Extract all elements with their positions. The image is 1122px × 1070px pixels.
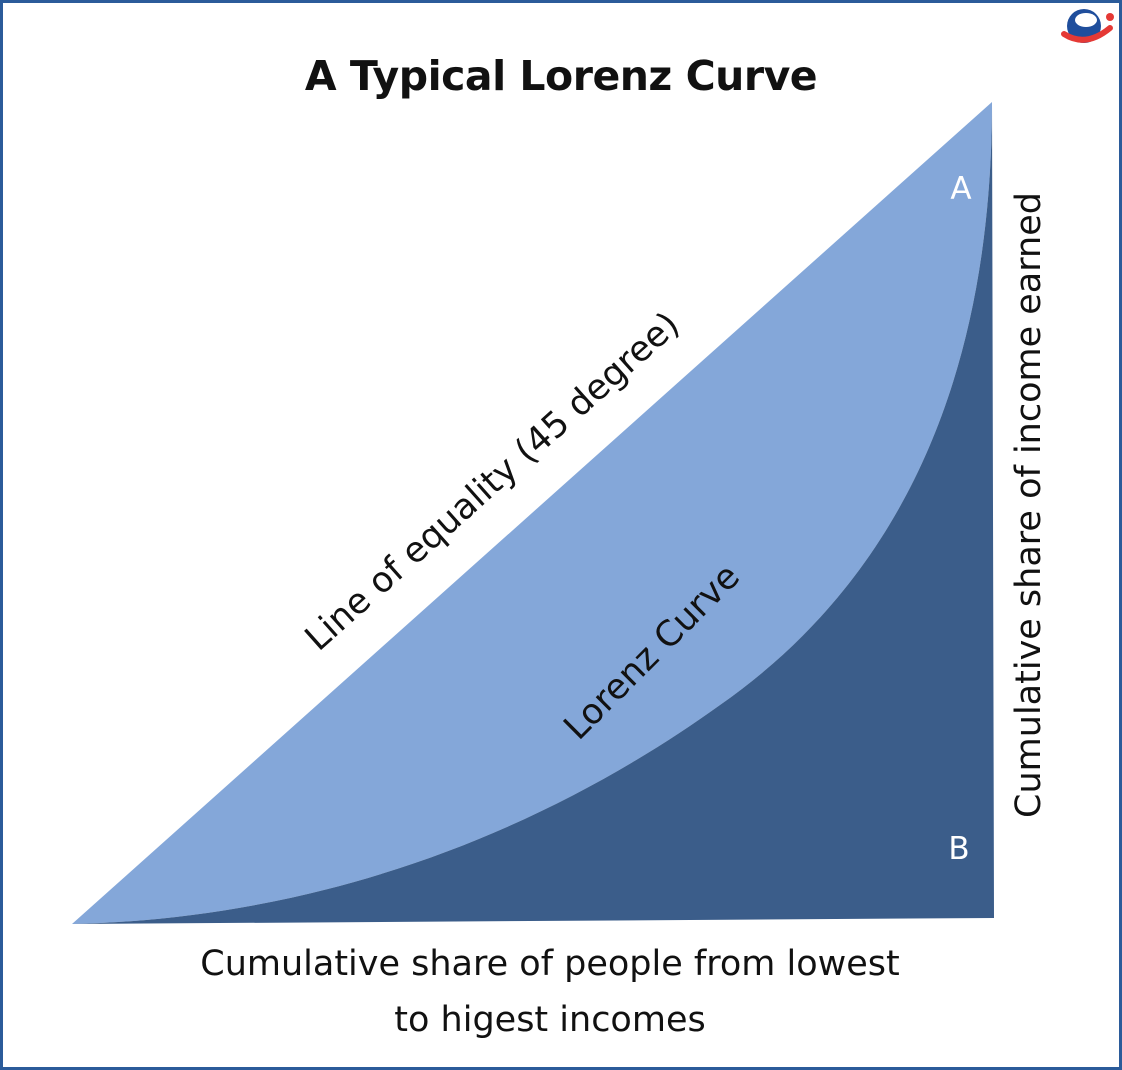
area-a-region (72, 102, 992, 924)
x-axis-label-line2: to higest incomes (394, 1000, 706, 1040)
x-axis-label: Cumulative share of people from lowest t… (80, 936, 1020, 1048)
brand-logo-icon (1061, 9, 1114, 43)
area-b-region (72, 102, 994, 924)
y-axis-label: Cumulative share of income earned (1009, 192, 1049, 818)
area-b-label: B (948, 831, 969, 867)
x-axis-label-line1: Cumulative share of people from lowest (200, 944, 900, 984)
diagram-title: A Typical Lorenz Curve (304, 52, 818, 100)
area-a-label: A (950, 171, 971, 207)
